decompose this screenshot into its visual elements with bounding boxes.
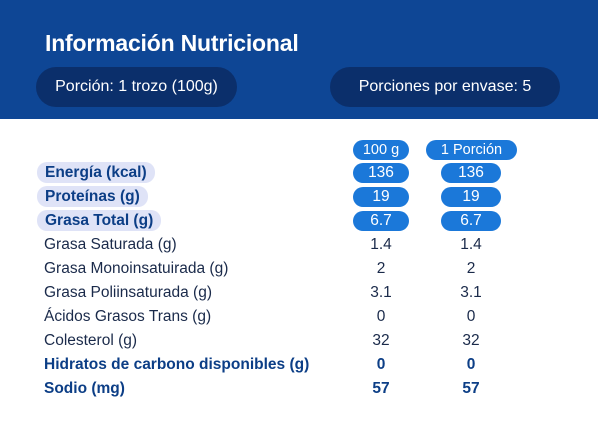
value-portion: 136 bbox=[441, 163, 501, 183]
row-label: Grasa Total (g) bbox=[37, 210, 162, 231]
row-label: Sodio (mg) bbox=[44, 380, 125, 397]
value-100g: 0 bbox=[376, 308, 386, 325]
row-label: Grasa Poliinsaturada (g) bbox=[44, 284, 212, 301]
table-row-grasa-total: Grasa Total (g) 6.7 6.7 bbox=[0, 209, 598, 233]
value-100g: 2 bbox=[376, 260, 386, 277]
value-portion: 3.1 bbox=[460, 284, 482, 301]
value-portion: 6.7 bbox=[441, 211, 501, 231]
value-100g: 57 bbox=[372, 380, 390, 397]
value-portion: 57 bbox=[462, 380, 480, 397]
value-portion: 0 bbox=[466, 356, 476, 373]
value-100g: 3.1 bbox=[370, 284, 392, 301]
row-label: Energía (kcal) bbox=[37, 162, 155, 183]
value-portion: 32 bbox=[462, 332, 480, 349]
value-portion: 0 bbox=[466, 308, 476, 325]
value-100g: 19 bbox=[353, 187, 409, 207]
table-row-hidratos-de-carbono: Hidratos de carbono disponibles (g) 0 0 bbox=[0, 353, 598, 377]
page-title: Información Nutricional bbox=[45, 30, 299, 56]
column-header-100g: 100 g bbox=[353, 140, 409, 160]
portion-size-badge: Porción: 1 trozo (100g) bbox=[36, 67, 237, 107]
value-100g: 32 bbox=[372, 332, 390, 349]
row-label: Hidratos de carbono disponibles (g) bbox=[44, 356, 310, 373]
table-row-grasa-saturada: Grasa Saturada (g) 1.4 1.4 bbox=[0, 233, 598, 257]
table-row-energia: Energía (kcal) 136 136 bbox=[0, 161, 598, 185]
nutrition-header: Información Nutricional Porción: 1 trozo… bbox=[0, 0, 598, 119]
row-label: Proteínas (g) bbox=[37, 186, 148, 207]
value-100g: 6.7 bbox=[353, 211, 409, 231]
value-portion: 1.4 bbox=[460, 236, 482, 253]
table-row-acidos-grasos-trans: Ácidos Grasos Trans (g) 0 0 bbox=[0, 305, 598, 329]
servings-per-container-badge: Porciones por envase: 5 bbox=[330, 67, 560, 107]
value-100g: 136 bbox=[353, 163, 409, 183]
value-portion: 2 bbox=[466, 260, 476, 277]
value-100g: 1.4 bbox=[370, 236, 392, 253]
value-portion: 19 bbox=[441, 187, 501, 207]
table-row-colesterol: Colesterol (g) 32 32 bbox=[0, 329, 598, 353]
row-label: Grasa Monoinsatuirada (g) bbox=[44, 260, 229, 277]
table-row-grasa-poliinsaturada: Grasa Poliinsaturada (g) 3.1 3.1 bbox=[0, 281, 598, 305]
value-100g: 0 bbox=[376, 356, 386, 373]
table-row-grasa-monoinsaturada: Grasa Monoinsatuirada (g) 2 2 bbox=[0, 257, 598, 281]
row-label: Colesterol (g) bbox=[44, 332, 138, 349]
column-header-portion: 1 Porción bbox=[426, 140, 517, 160]
table-row-sodio: Sodio (mg) 57 57 bbox=[0, 377, 598, 401]
table-row-proteinas: Proteínas (g) 19 19 bbox=[0, 185, 598, 209]
row-label: Grasa Saturada (g) bbox=[44, 236, 177, 253]
row-label: Ácidos Grasos Trans (g) bbox=[44, 308, 212, 325]
